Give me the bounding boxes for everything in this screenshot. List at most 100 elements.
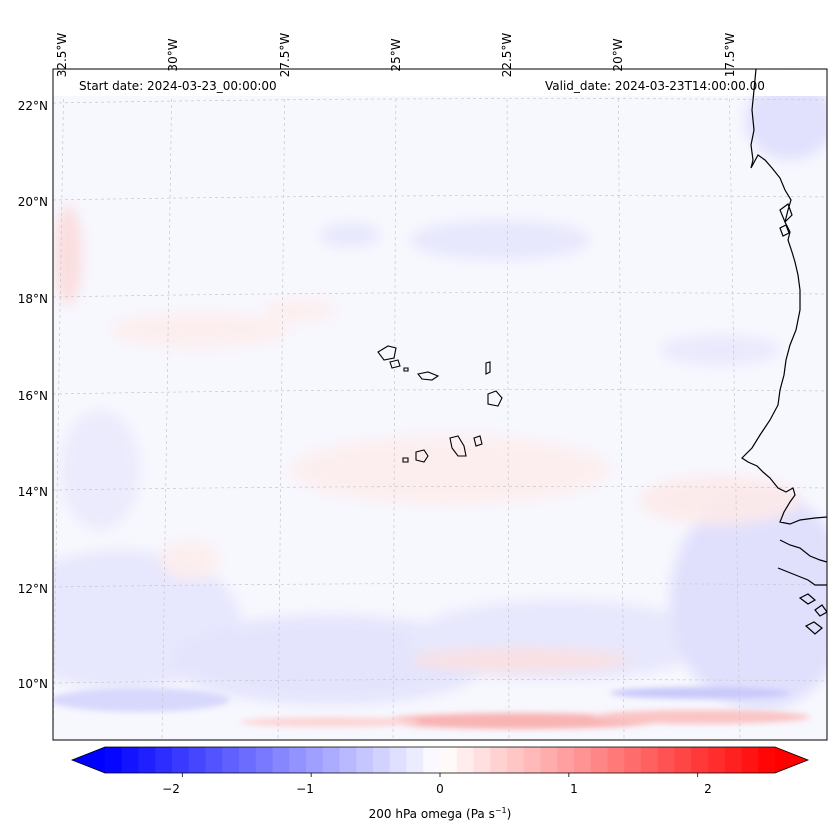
colorbar-segment <box>440 747 458 773</box>
colorbar-label-suffix: ) <box>506 807 512 821</box>
colorbar-segment <box>624 747 642 773</box>
island-maio <box>473 435 483 447</box>
meridian-22-5w <box>506 69 510 740</box>
lat-label-14n: 14°N <box>17 485 48 499</box>
cape-verde-islands <box>377 345 503 463</box>
parallel-18n <box>53 292 827 298</box>
meridian-32-5w <box>53 69 65 740</box>
colorbar-segment <box>272 747 290 773</box>
colorbar-segment <box>724 747 743 773</box>
colorbar <box>70 746 810 777</box>
lon-label-25w: 25°W <box>389 38 403 72</box>
colorbar-tick-label: 1 <box>570 782 578 796</box>
lon-label-27-5w: 27.5°W <box>278 32 292 78</box>
colorbar-segment <box>306 747 324 773</box>
colorbar-segment <box>389 747 408 773</box>
colorbar-segment <box>657 747 676 773</box>
colorbar-segment <box>406 747 424 773</box>
colorbar-segment <box>255 747 274 773</box>
colorbar-label-exponent: −1 <box>494 806 507 815</box>
colorbar-segment <box>473 747 491 773</box>
island-sal <box>485 361 491 375</box>
island-sao-nicolau <box>417 371 440 381</box>
lon-label-30w: 30°W <box>166 38 180 72</box>
colorbar-segment <box>674 747 692 773</box>
lon-label-22-5w: 22.5°W <box>500 32 514 78</box>
island-sao-vicente <box>389 359 401 369</box>
bijagos-3 <box>804 621 823 635</box>
colorbar-segment <box>172 747 190 773</box>
colorbar-segment <box>356 747 374 773</box>
colorbar-extend-low <box>72 747 105 773</box>
colorbar-segment <box>540 747 558 773</box>
parallel-16n <box>53 389 827 395</box>
colorbar-extend-high <box>775 747 808 773</box>
bijagos-1 <box>798 593 817 605</box>
colorbar-segment <box>222 747 240 773</box>
colorbar-segment <box>188 747 207 773</box>
lat-label-10n: 10°N <box>17 677 48 691</box>
colorbar-segment <box>590 747 609 773</box>
colorbar-segment <box>607 747 625 773</box>
colorbar-tick-label: 0 <box>436 782 444 796</box>
colorbar-segment <box>708 747 726 773</box>
colorbar-segment <box>490 747 508 773</box>
colorbar-label-text: 200 hPa omega (Pa s <box>368 807 495 821</box>
island-fogo <box>415 449 429 463</box>
coastline <box>741 69 827 635</box>
lon-label-32-5w: 32.5°W <box>55 32 69 78</box>
colorbar-segment <box>423 747 441 773</box>
colorbar-segment <box>691 747 709 773</box>
colorbar-segment <box>456 747 475 773</box>
graticule <box>53 69 827 740</box>
parallel-22n <box>53 98 827 104</box>
colorbar-segment <box>239 747 257 773</box>
lon-label-20w: 20°W <box>611 38 625 72</box>
meridian-17-5w <box>728 69 741 740</box>
parallel-12n <box>53 583 827 588</box>
colorbar-segment <box>741 747 759 773</box>
colorbar-outline <box>70 746 810 774</box>
meridian-25w <box>392 69 397 740</box>
parallel-14n <box>53 486 827 491</box>
omega-field <box>53 80 827 729</box>
guinea-bissau-coast <box>777 567 827 586</box>
colorbar-label: 200 hPa omega (Pa s−1) <box>0 806 837 821</box>
colorbar-tick-label: −1 <box>296 782 314 796</box>
colorbar-segment <box>507 747 525 773</box>
header-band <box>53 70 827 96</box>
dakhla-peninsula-2 <box>779 224 790 237</box>
lat-label-16n: 16°N <box>17 389 48 403</box>
colorbar-segment <box>574 747 592 773</box>
lon-label-17-5w: 17.5°W <box>723 32 737 78</box>
colorbar-segment <box>105 747 123 773</box>
colorbar-segment <box>322 747 341 773</box>
colorbar-segment <box>205 747 223 773</box>
colorbar-segment <box>523 747 542 773</box>
colorbar-segment <box>155 747 173 773</box>
start-date: Start date: 2024-03-23_00:00:00 <box>79 79 277 93</box>
island-boa-vista <box>487 390 503 407</box>
plot-frame <box>52 68 828 741</box>
meridian-20w <box>617 69 625 740</box>
colorbar-segment <box>289 747 307 773</box>
island-santa-luzia <box>403 367 409 372</box>
lat-label-22n: 22°N <box>17 99 48 113</box>
lat-label-12n: 12°N <box>17 582 48 596</box>
colorbar-segment <box>758 747 776 773</box>
island-brava <box>402 457 409 463</box>
parallel-20n <box>53 195 827 201</box>
colorbar-tick-label: 2 <box>704 782 712 796</box>
colorbar-segment <box>138 747 156 773</box>
bijagos-2 <box>814 604 827 617</box>
colorbar-segment <box>339 747 357 773</box>
colorbar-segment <box>557 747 575 773</box>
meridian-27-5w <box>277 69 286 740</box>
island-santiago <box>449 435 467 457</box>
lat-label-20n: 20°N <box>17 195 48 209</box>
colorbar-segment <box>373 747 391 773</box>
colorbar-tick-label: −2 <box>162 782 180 796</box>
valid-date: Valid_date: 2024-03-23T14:00:00.00 <box>545 79 765 93</box>
